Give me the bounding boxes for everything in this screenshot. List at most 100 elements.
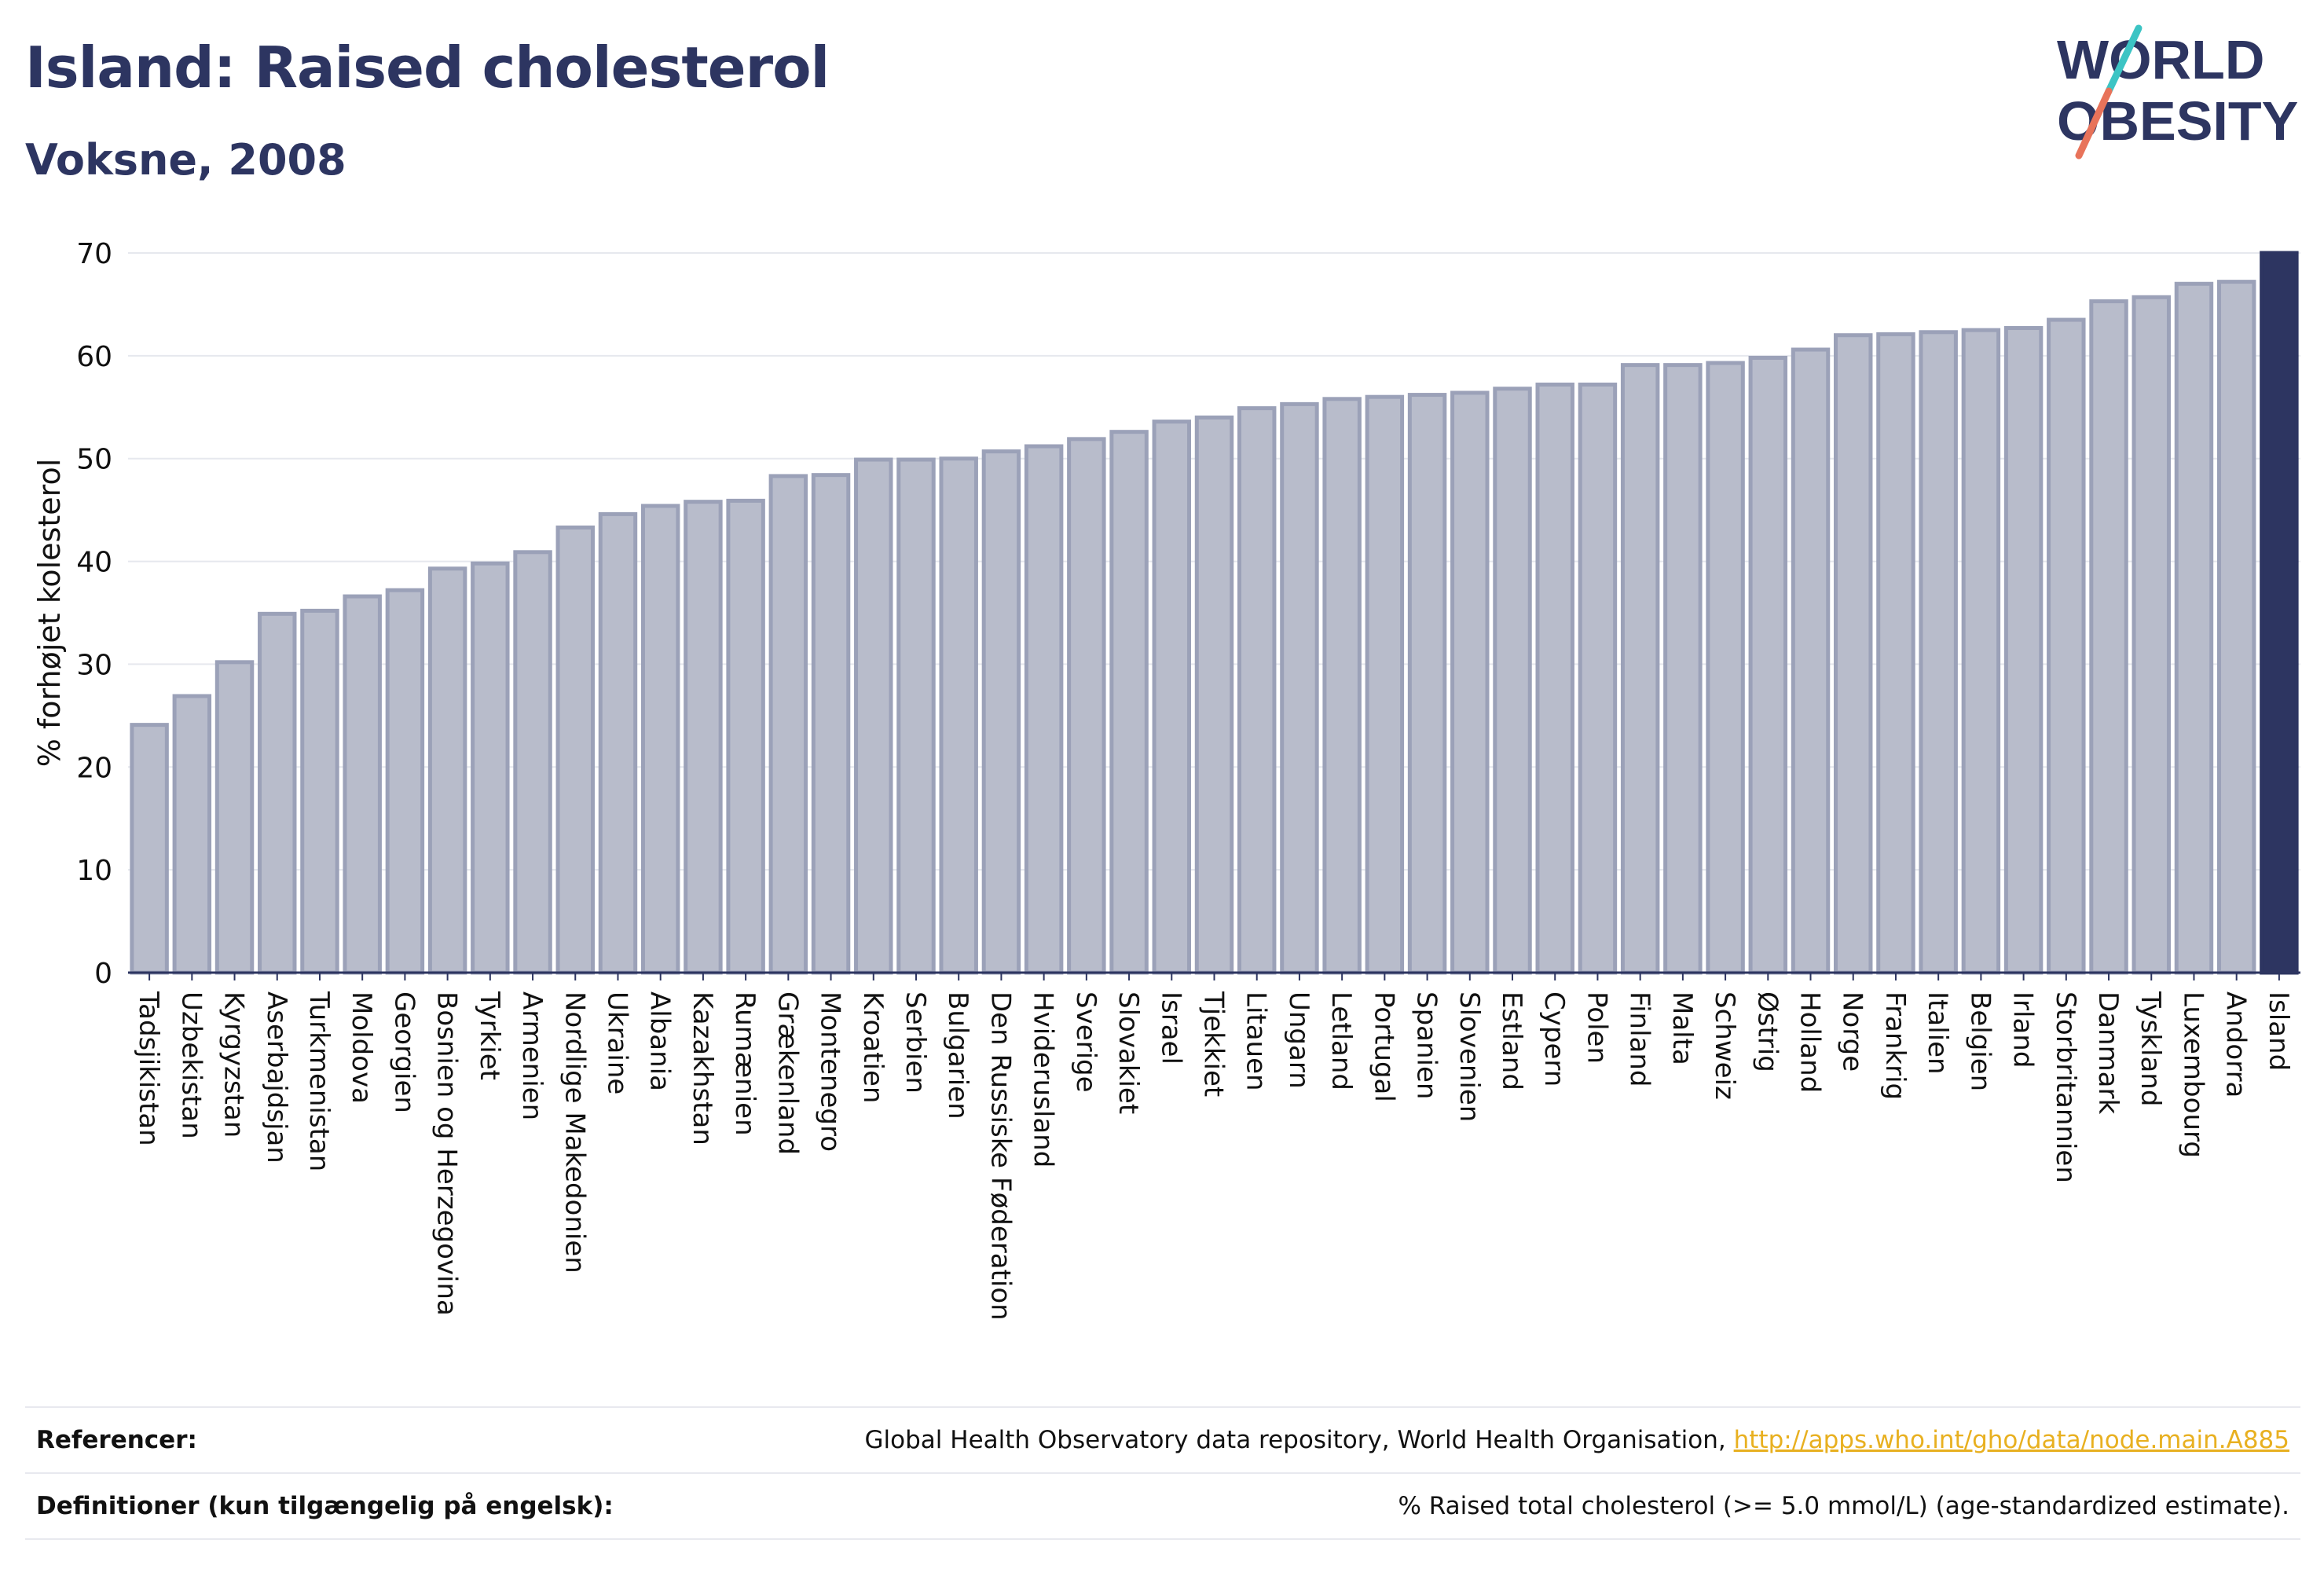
references-value: Global Health Observatory data repositor… [865,1426,2300,1454]
y-tick-label: 70 [76,238,112,270]
bar-country [1919,330,1958,975]
x-tick-label: Kyrgyzstan [218,991,250,1138]
x-tick-label: Litauen [1241,991,1272,1091]
y-tick-label: 60 [76,341,112,373]
bar-country [1663,363,1703,975]
references-row: Referencer: Global Health Observatory da… [25,1406,2300,1472]
bar-country [1067,437,1106,975]
references-link[interactable]: http://apps.who.int/gho/data/node.main.A… [1733,1426,2289,1454]
bar-country [1280,401,1319,975]
definitions-row: Definitioner (kun tilgængelig på engelsk… [25,1472,2300,1540]
bar-country [1748,355,1788,975]
x-tick-label: Grækenland [772,991,803,1155]
logo-slash-top [2105,24,2143,95]
x-tick-label: Irland [2007,991,2039,1068]
y-tick-label: 50 [76,444,112,476]
x-tick-label: Uzbekistan [175,991,207,1139]
x-tick-label: Slovenien [1453,991,1485,1122]
bar-country [1578,382,1618,975]
y-tick-label: 40 [76,547,112,579]
x-tick-label: Andorra [2220,991,2252,1098]
x-tick-label: Armenien [516,991,548,1120]
x-tick-label: Holland [1794,991,1826,1093]
references-source-text: Global Health Observatory data repositor… [864,1426,1734,1454]
bar-country [1407,393,1447,975]
bar-country [854,457,893,975]
x-tick-label: Danmark [2092,991,2124,1114]
x-tick-label: Schweiz [1709,991,1740,1100]
x-tick-label: Georgien [388,991,420,1113]
bar-country [1493,387,1532,975]
bar-country [427,566,467,975]
x-tick-label: Malta [1666,991,1698,1065]
x-tick-label: Storbritannien [2050,991,2081,1183]
y-tick-label: 30 [76,649,112,681]
bar-country [1620,363,1660,975]
x-tick-label: Serbien [900,991,931,1094]
bar-country [2216,280,2256,975]
bar-country [811,473,851,975]
x-tick-label: Polen [1581,991,1612,1064]
bar-country [2003,326,2044,975]
x-tick-label: Tyskland [2135,991,2166,1106]
definitions-value: % Raised total cholesterol (>= 5.0 mmol/… [1398,1492,2289,1520]
x-tick-label: Albania [644,991,676,1091]
x-tick-label: Tjekkiet [1198,991,1230,1097]
x-tick-label: Tadsjikistan [133,991,164,1146]
bar-country [1961,328,2001,975]
x-tick-label: Cypern [1538,991,1570,1087]
x-tick-label: Bulgarien [942,991,973,1120]
page-title: Island: Raised cholesterol [25,35,830,101]
world-obesity-logo: WORLD OBESITY [2051,24,2310,165]
x-tick-label: Luxembourg [2177,991,2209,1158]
bar-country [214,660,255,975]
x-tick-label: Kroatien [857,991,889,1103]
bar-country [258,611,297,975]
references-label: Referencer: [36,1426,197,1454]
x-tick-label: Rumænien [729,991,761,1136]
bar-country [555,525,595,975]
bar-country [981,449,1021,975]
logo-slash-bottom [2075,87,2113,159]
x-tick-label: Bosnien og Herzegovina [431,991,463,1316]
x-tick-label: Israel [1155,991,1186,1065]
bar-country [1834,333,1873,975]
bar-chart: 0 10 20 30 40 50 60 70 % forhøjet kolesterol Tads… [32,238,2300,1321]
bar-country [1194,415,1234,975]
bar-country [2047,317,2086,975]
x-tick-label: Montenegro [815,991,846,1152]
bar-country [598,511,638,975]
bar-country [1876,332,1915,975]
x-tick-label: Island [2263,991,2294,1071]
x-tick-label: Finland [1624,991,1655,1087]
bar-country [1450,390,1490,975]
bar-country [1535,382,1574,975]
x-tick-label: Estland [1496,991,1527,1090]
definitions-label: Definitioner (kun tilgængelig på engelsk… [36,1492,614,1520]
bar-country [1365,394,1405,975]
x-tick-label: Frankrig [1879,991,1911,1100]
bar-country [1109,430,1149,975]
bar-country [1237,406,1277,975]
y-axis-label: % forhøjet kolesterol [32,459,67,768]
bar-country [385,588,425,975]
bar-country [513,550,552,975]
bar-country [2174,281,2214,975]
x-tick-label: Norge [1837,991,1868,1072]
bar-country [1152,420,1192,975]
bar-country [939,456,978,975]
x-tick-label: Nordlige Makedonien [559,991,590,1274]
logo-text-world: WORLD [2057,29,2264,90]
y-tick-label: 10 [76,855,112,887]
bar-country [343,594,382,975]
y-tick-label: 20 [76,752,112,784]
bar-country [300,608,339,975]
bar-country [471,561,510,975]
x-tick-label: Belgien [1964,991,1996,1091]
x-tick-label: Slovakiet [1113,991,1144,1114]
page-subtitle: Voksne, 2008 [25,135,346,185]
bar-country [768,474,808,975]
bar-country [130,723,169,975]
x-tick-label: Spanien [1411,991,1442,1099]
x-tick-label: Østrig [1751,991,1783,1072]
